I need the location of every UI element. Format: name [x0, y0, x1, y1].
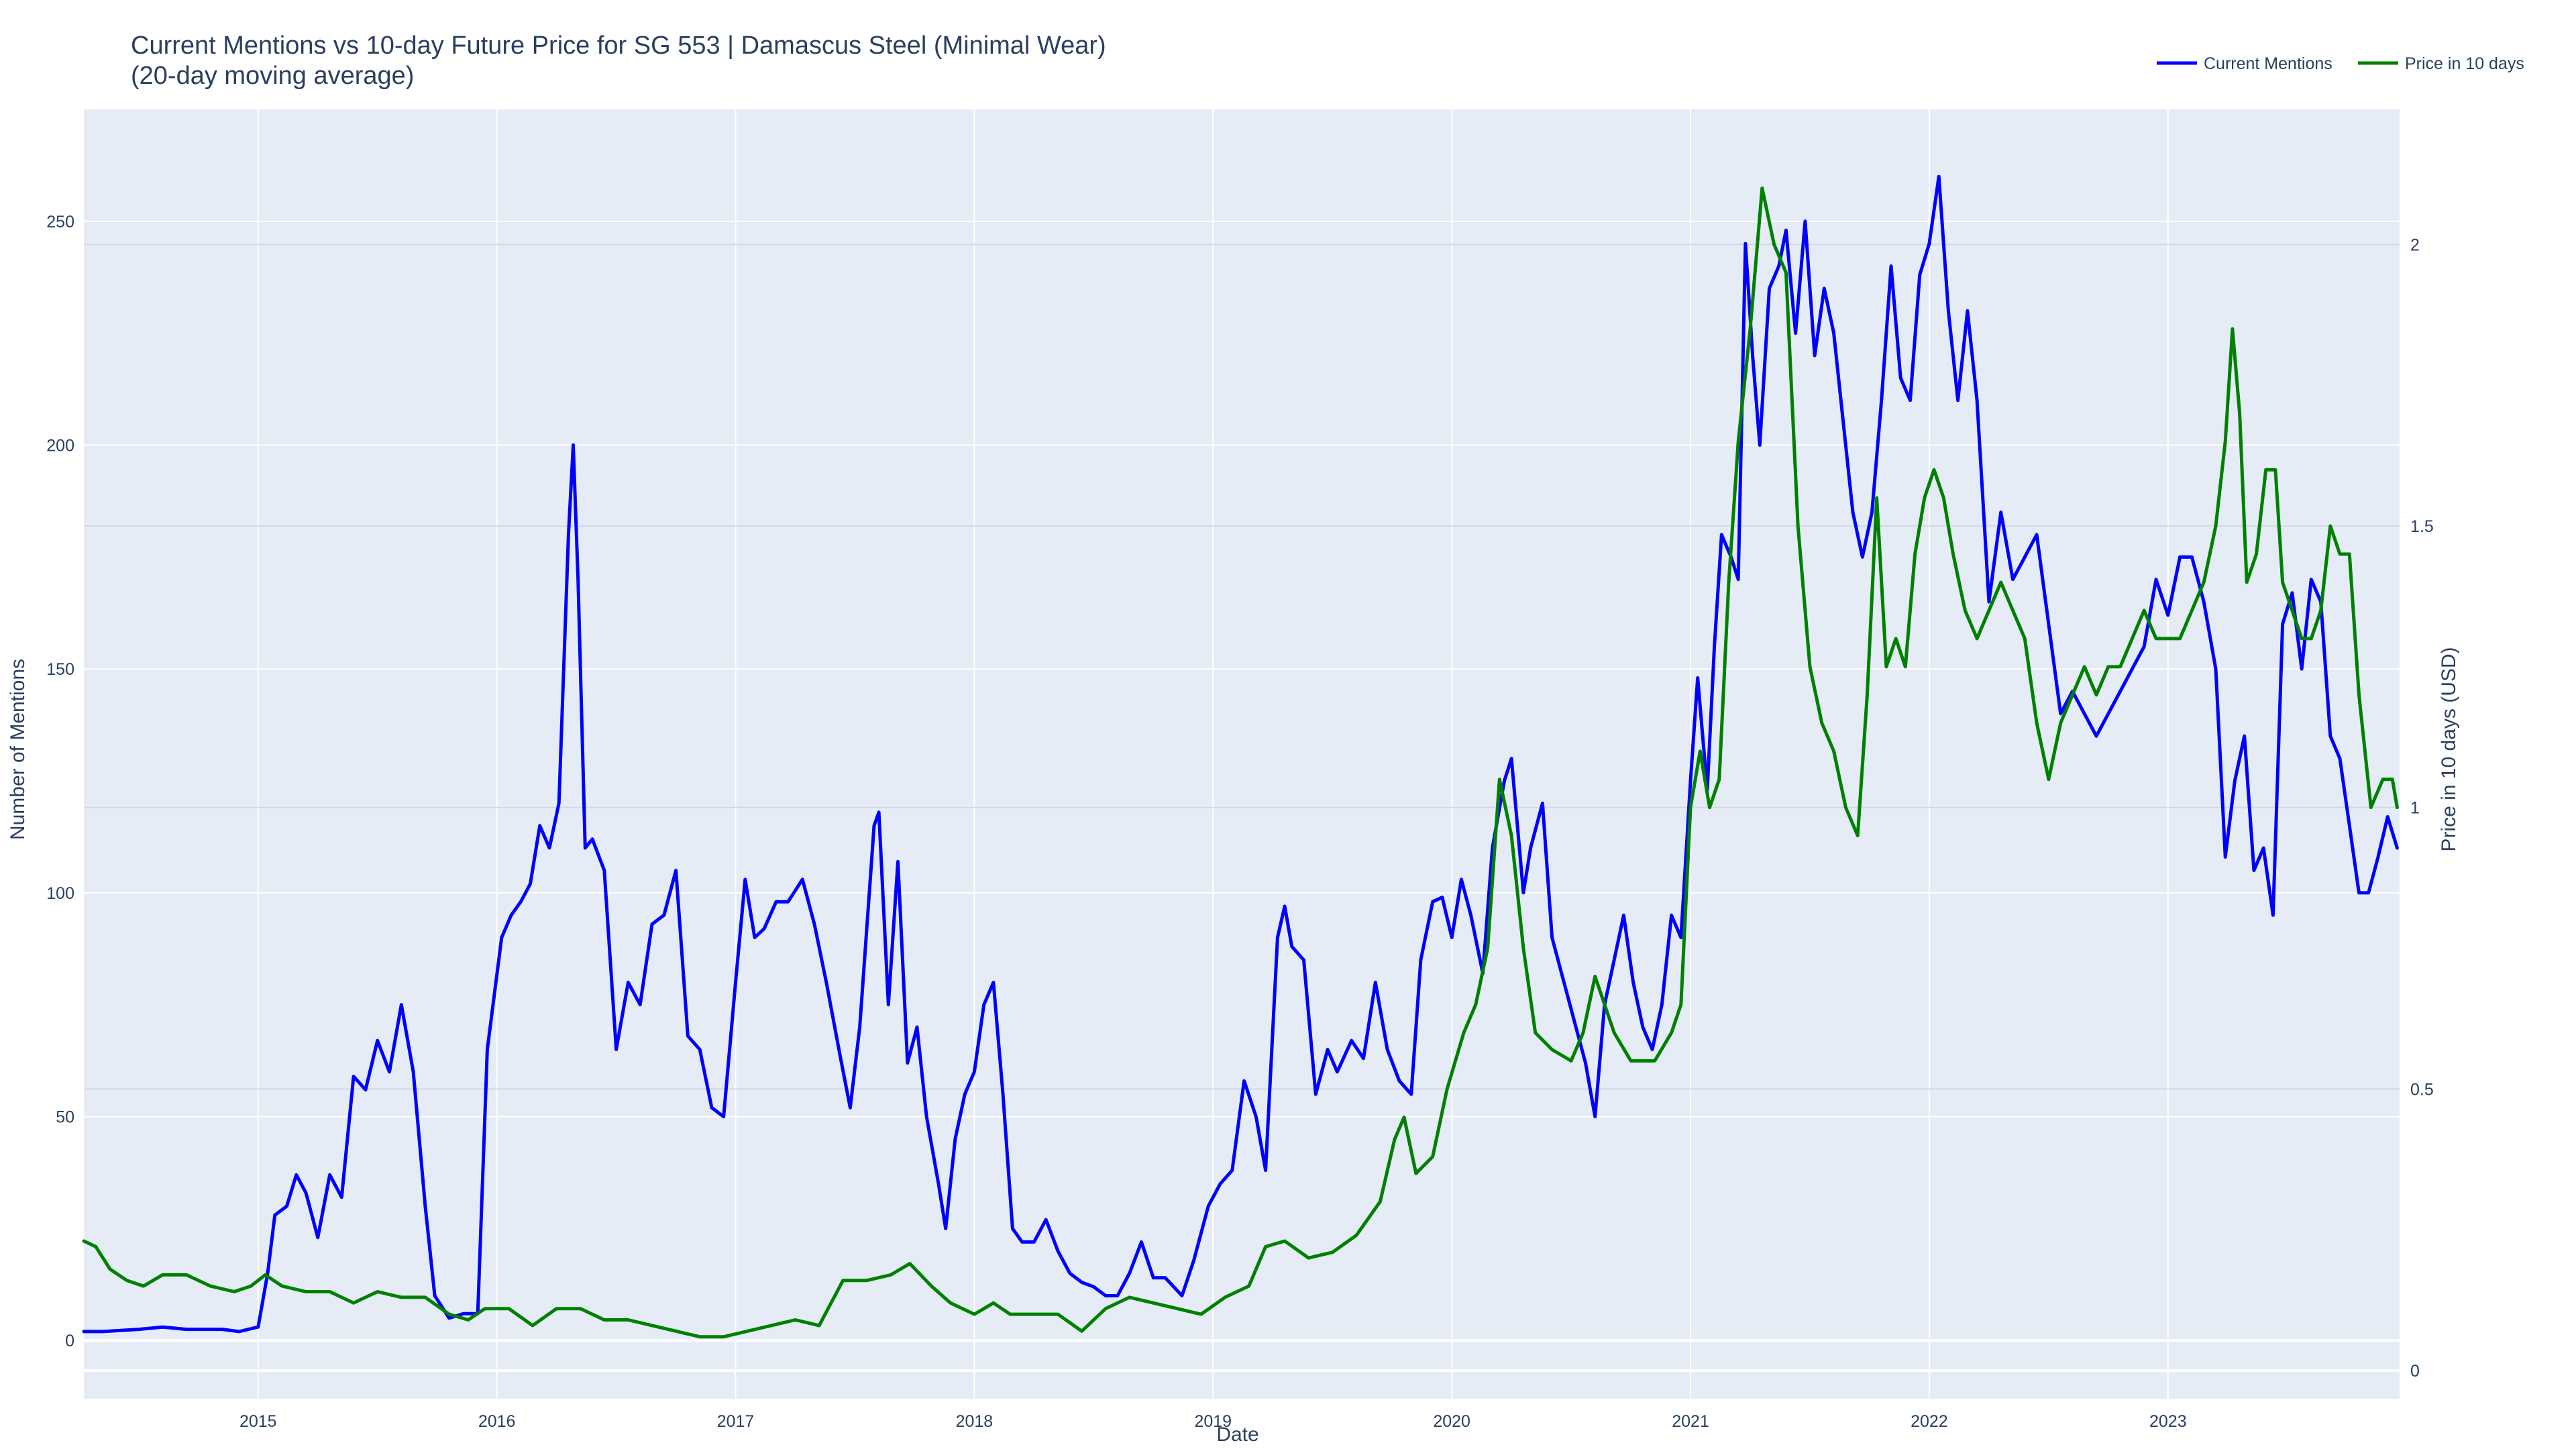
- price-line: [82, 186, 2399, 1339]
- y-tick-label: 50: [56, 1108, 74, 1127]
- x-tick-label: 2023: [2149, 1412, 2187, 1431]
- y-tick-label: 100: [46, 884, 74, 903]
- x-tick-label: 2022: [1911, 1412, 1948, 1431]
- y2-tick-label: 1.5: [2410, 517, 2434, 536]
- mentions-line: [82, 174, 2399, 1334]
- y2-tick-label: 0: [2410, 1362, 2420, 1381]
- y2-axis-title: Price in 10 days (USD): [2438, 647, 2460, 851]
- x-tick-label: 2018: [956, 1412, 994, 1431]
- y2-tick-label: 2: [2410, 235, 2420, 254]
- x-tick-label: 2016: [478, 1412, 516, 1431]
- legend-label-price: Price in 10 days: [2405, 54, 2524, 73]
- y2-tick-label: 1: [2410, 799, 2420, 818]
- y-tick-label: 0: [65, 1332, 74, 1350]
- y-tick-label: 150: [46, 660, 74, 679]
- chart-subtitle: (20-day moving average): [131, 62, 414, 90]
- x-axis-title: Date: [1216, 1424, 1258, 1446]
- legend: Current Mentions Price in 10 days: [2157, 54, 2524, 73]
- y2-tick-label: 0.5: [2410, 1080, 2434, 1099]
- tick-labels: 2015 2016 2017 2018 2019 2020 2021 2022 2023 0 50 1…: [46, 213, 2433, 1431]
- chart-title: Current Mentions vs 10-day Future Price …: [131, 32, 1106, 60]
- y-tick-label: 200: [46, 437, 74, 455]
- y-axis-title: Number of Mentions: [7, 659, 29, 840]
- x-tick-label: 2019: [1194, 1412, 1232, 1431]
- x-tick-label: 2015: [239, 1412, 277, 1431]
- x-tick-label: 2017: [717, 1412, 755, 1431]
- plot-area: [84, 109, 2400, 1399]
- legend-label-mentions: Current Mentions: [2204, 54, 2332, 73]
- y-tick-label: 250: [46, 213, 74, 231]
- x-tick-label: 2020: [1433, 1412, 1470, 1431]
- grid: [84, 109, 2400, 1399]
- series-layer: [82, 174, 2399, 1339]
- x-tick-label: 2021: [1672, 1412, 1709, 1431]
